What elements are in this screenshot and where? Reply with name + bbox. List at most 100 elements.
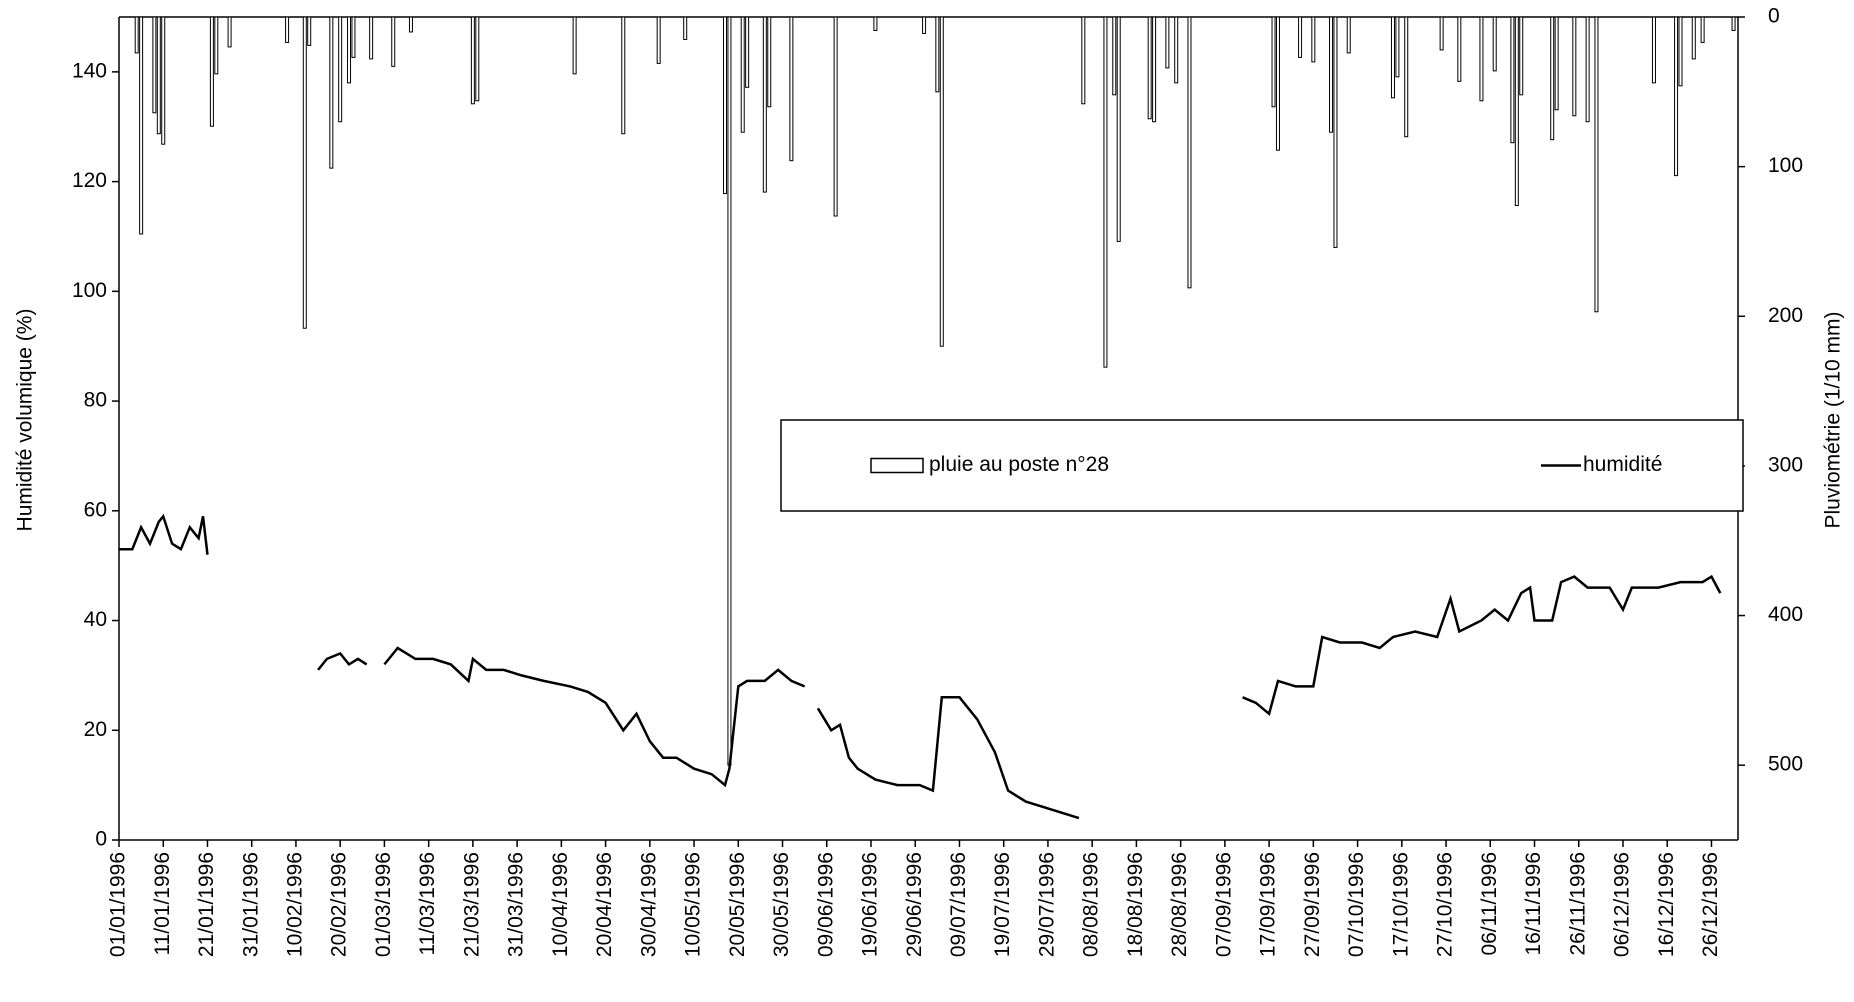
x-tick-label: 21/03/1996 (460, 852, 483, 957)
x-tick-label: 09/07/1996 (947, 852, 970, 957)
rain-bar (369, 16, 374, 60)
y-tick-label: 0 (95, 828, 107, 851)
legend-label: pluie au poste n°28 (929, 453, 1109, 476)
x-tick-label: 01/03/1996 (372, 852, 395, 957)
rain-bar (134, 16, 139, 54)
rain-bar (285, 16, 290, 43)
rain-bar (1550, 16, 1555, 141)
legend-label: humidité (1583, 453, 1662, 476)
rain-bar (723, 16, 728, 195)
y-tick-label: 60 (84, 498, 107, 521)
rain-bar (922, 16, 927, 34)
rain-bar (1395, 16, 1400, 78)
rain-bar (1404, 16, 1409, 138)
x-tick-label: 08/08/1996 (1080, 852, 1103, 957)
rain-bar (307, 16, 312, 46)
rain-bar (939, 16, 944, 347)
rain-bar (789, 16, 794, 162)
x-tick-label: 30/04/1996 (637, 852, 660, 957)
humidity-line (119, 513, 1722, 820)
y-tick-label: 40 (84, 608, 107, 631)
rain-bar (1329, 16, 1334, 133)
rain-bar (161, 16, 166, 145)
rain-bar (1585, 16, 1590, 123)
x-tick-label: 26/11/1996 (1566, 852, 1589, 956)
rain-bar (1275, 16, 1280, 151)
legend-box (780, 419, 1744, 512)
rain-bar (1333, 16, 1338, 248)
rain-bar (1346, 16, 1351, 54)
y2-tick-label: 300 (1768, 453, 1803, 476)
x-tick-label: 31/03/1996 (505, 852, 528, 957)
rain-bar (347, 16, 352, 84)
rain-bar (1594, 16, 1599, 313)
rain-bar (656, 16, 661, 64)
rain-bar (1514, 16, 1519, 207)
x-tick-label: 29/06/1996 (903, 852, 926, 957)
rain-bar (833, 16, 838, 217)
x-tick-label: 16/11/1996 (1522, 852, 1545, 956)
rain-bar (1479, 16, 1484, 102)
x-tick-label: 20/02/1996 (328, 852, 351, 957)
rain-bar (1651, 16, 1656, 84)
rain-bar (1271, 16, 1276, 108)
rain-bar (470, 16, 475, 105)
rain-bar (1674, 16, 1679, 177)
x-tick-label: 01/01/1996 (107, 852, 130, 957)
rain-bar (1439, 16, 1444, 51)
x-tick-label: 17/09/1996 (1257, 852, 1280, 957)
rain-bar (1112, 16, 1117, 96)
x-tick-label: 28/08/1996 (1168, 852, 1191, 957)
rain-bar (302, 16, 307, 329)
rain-bar (209, 16, 214, 127)
rain-bar (351, 16, 356, 58)
rain-bar (1081, 16, 1086, 105)
x-tick-label: 26/12/1996 (1699, 852, 1722, 957)
rain-bar (727, 16, 732, 766)
rain-bar (329, 16, 334, 169)
rain-bar (1298, 16, 1303, 58)
rain-bar (1510, 16, 1515, 144)
x-tick-label: 20/04/1996 (593, 852, 616, 957)
y2-axis-title: Pluviométrie (1/10 mm) (1822, 311, 1845, 528)
rain-bar (1116, 16, 1121, 242)
rain-bar (1165, 16, 1170, 69)
rain-bar (1457, 16, 1462, 82)
x-tick-label: 11/01/1996 (151, 852, 174, 956)
x-tick-label: 07/10/1996 (1345, 852, 1368, 957)
rain-bar (156, 16, 161, 135)
x-tick-label: 17/10/1996 (1389, 852, 1412, 957)
rain-bar (152, 16, 157, 114)
rain-bar (1731, 16, 1736, 31)
rain-bar (1572, 16, 1577, 117)
y-axis-title: Humidité volumique (%) (14, 309, 37, 532)
rain-bar (1554, 16, 1559, 111)
rain-bar (1152, 16, 1157, 123)
x-tick-label: 18/08/1996 (1124, 852, 1147, 957)
x-tick-label: 29/07/1996 (1035, 852, 1058, 957)
x-tick-label: 20/05/1996 (726, 852, 749, 957)
legend-swatch (870, 457, 924, 474)
x-tick-label: 21/01/1996 (195, 852, 218, 957)
y2-tick-label: 200 (1768, 304, 1803, 327)
rain-bar (873, 16, 878, 31)
rain-bar (1691, 16, 1696, 60)
rain-bar (935, 16, 940, 93)
y-tick-label: 120 (72, 169, 107, 192)
rain-bar (1390, 16, 1395, 99)
y2-tick-label: 400 (1768, 603, 1803, 626)
rain-bar (1700, 16, 1705, 43)
rain-bar (572, 16, 577, 75)
y-tick-label: 20 (84, 718, 107, 741)
y-tick-label: 100 (72, 279, 107, 302)
rain-bar (475, 16, 480, 102)
y-tick-label: 80 (84, 389, 107, 412)
x-tick-label: 07/09/1996 (1212, 852, 1235, 957)
y-tick-label: 140 (72, 59, 107, 82)
rain-bar (1147, 16, 1152, 120)
rain-bar (1103, 16, 1108, 368)
x-tick-label: 27/09/1996 (1301, 852, 1324, 957)
rain-bar (1519, 16, 1524, 96)
x-tick-label: 09/06/1996 (814, 852, 837, 957)
